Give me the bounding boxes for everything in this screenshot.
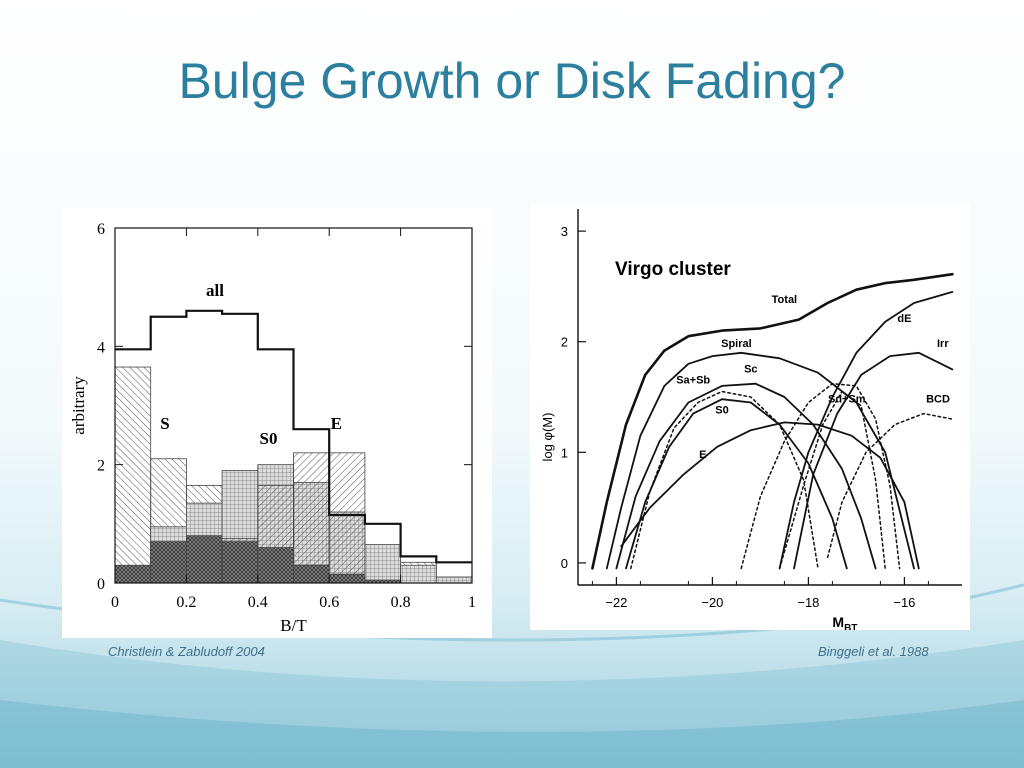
hist-bar-bulge-component: [221, 541, 259, 584]
curve-e: [620, 421, 920, 570]
curve-irr: [793, 351, 954, 570]
x-tick-label: −20: [701, 595, 723, 610]
x-tick-label: 1: [468, 594, 476, 611]
curve-s0: [625, 398, 848, 570]
hist-bar-s0: [364, 544, 401, 584]
hist-bar-bulge-component: [150, 541, 187, 584]
x-tick-label: 0: [111, 594, 119, 611]
hist-bar-bulge-component: [186, 535, 223, 584]
x-tick-label: 0.4: [248, 594, 268, 611]
curve-de: [778, 291, 954, 570]
hist-bar-bulge-component: [293, 564, 330, 584]
x-tick-label: 0.8: [391, 594, 411, 611]
hist-bar-bulge-component: [328, 573, 366, 584]
curve-sa-sb: [630, 390, 819, 570]
curve-label-bcd: BCD: [926, 394, 950, 406]
virgo-luminosity-function-chart: −22 −20 −18 −160123TotalSpiralSa+SbScS0ESd+…: [530, 205, 970, 630]
curve-label-de: dE: [897, 313, 911, 325]
curve-sc: [615, 382, 877, 570]
x-tick-label: −16: [893, 595, 915, 610]
hist-bar-s0: [435, 576, 473, 584]
y-tick-label: 2: [561, 335, 568, 350]
chart-title: Virgo cluster: [615, 259, 731, 280]
hist-bar-bulge-component: [114, 564, 152, 584]
series-label-s: S: [160, 414, 169, 433]
hist-bar-e: [328, 452, 366, 584]
series-label-s0: S0: [260, 429, 278, 448]
x-axis-label: B/T: [280, 616, 307, 635]
curve-label-spiral: Spiral: [721, 338, 752, 350]
series-label-all: all: [206, 281, 224, 300]
y-tick-label: 6: [97, 221, 105, 238]
curve-spiral: [605, 351, 915, 570]
curve-sd-sm: [740, 382, 901, 570]
y-tick-label: 2: [97, 458, 105, 475]
y-tick-label: 4: [97, 339, 105, 356]
y-tick-label: 0: [561, 556, 568, 571]
hist-bar-e: [293, 452, 330, 584]
hist-bar-bulge-component: [257, 547, 294, 584]
hist-plot-frame: [114, 227, 473, 584]
y-axis-label: log φ(M): [540, 413, 555, 462]
curve-bcd: [826, 412, 954, 559]
y-axis-label: arbitrary: [69, 376, 88, 435]
x-tick-label: 0.2: [176, 594, 196, 611]
curve-unlabeled: [778, 390, 886, 570]
curve-label-sa-sb: Sa+Sb: [676, 375, 710, 387]
hist-bar-s0: [400, 564, 437, 584]
x-axis-label-subscript: BT: [844, 623, 857, 630]
curve-label-irr: Irr: [937, 338, 949, 350]
x-tick-label: −22: [605, 595, 627, 610]
curve-label-sc: Sc: [744, 364, 757, 376]
y-tick-label: 1: [561, 445, 568, 460]
curve-label-s0: S0: [715, 405, 728, 417]
x-tick-label: 0.6: [319, 594, 339, 611]
slide-title: Bulge Growth or Disk Fading?: [178, 53, 846, 109]
bt-histogram-chart: 0 0.2 0.4 0.6 0.8 1 0 2 4 6 B/T arbitrary all S S0 E: [62, 208, 492, 638]
curve-label-e: E: [699, 449, 706, 461]
hist-bar-s: [114, 366, 152, 584]
y-tick-label: 0: [97, 576, 105, 593]
y-tick-label: 3: [561, 224, 568, 239]
series-label-e: E: [331, 414, 342, 433]
curve-total: [591, 272, 954, 570]
curve-label-total: Total: [772, 294, 797, 306]
hist-line-all: [115, 309, 472, 564]
caption-right: Binggeli et al. 1988: [818, 644, 929, 659]
x-tick-label: −18: [797, 595, 819, 610]
caption-left: Christlein & Zabludoff 2004: [108, 644, 265, 659]
